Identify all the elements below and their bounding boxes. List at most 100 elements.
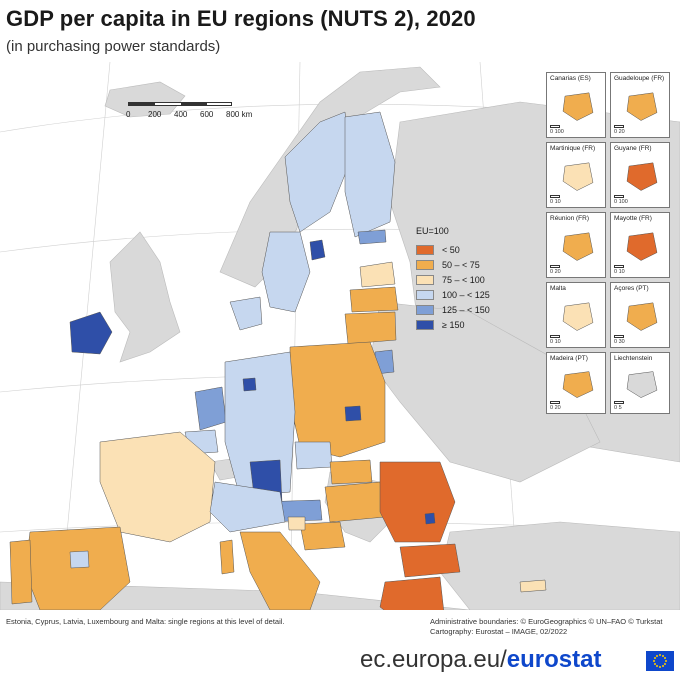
- inset-scale: 0 5: [614, 401, 624, 411]
- inset-shape: [626, 162, 658, 191]
- region-poland: [289, 341, 386, 458]
- flag-star-icon: [659, 666, 661, 668]
- region-hamburg: [242, 377, 257, 392]
- inset-scale-label: 0 10: [550, 339, 561, 345]
- iceland: [104, 81, 186, 118]
- legend-rows: < 50 50 – < 75 75 – < 100 100 – < 125 125 – …: [416, 242, 536, 332]
- note-cartography: Cartography: Eurostat – IMAGE, 02/2022: [430, 627, 568, 636]
- inset-label: Guadeloupe (FR): [614, 75, 665, 82]
- eurostat-link[interactable]: ec.europa.eu/eurostat: [360, 646, 601, 674]
- region-lithuania: [344, 311, 397, 345]
- flag-star-icon: [653, 657, 656, 659]
- region-romania: [379, 461, 456, 543]
- legend-swatch: [416, 259, 434, 270]
- legend-title: EU=100: [416, 226, 449, 236]
- region-bucharest: [424, 512, 436, 525]
- inset-shape: [626, 92, 658, 121]
- inset-scale-label: 0 30: [614, 339, 625, 345]
- region-italy-north: [209, 481, 286, 533]
- flag-star-icon: [664, 663, 667, 665]
- flag-star-icon: [656, 654, 658, 657]
- map-title: GDP per capita in EU regions (NUTS 2), 2…: [6, 6, 476, 31]
- inset-label: Malta: [550, 285, 566, 292]
- scale-tick-0: 0: [126, 110, 131, 119]
- region-finland: [344, 111, 396, 238]
- region-slovenia: [287, 516, 306, 531]
- inset-scale-label: 0 100: [614, 199, 628, 205]
- inset-scale: 0 100: [550, 125, 564, 135]
- scale-bar-graphic: [128, 102, 232, 106]
- inset-label: Açores (PT): [614, 285, 649, 292]
- region-warsaw: [344, 405, 362, 422]
- region-latvia: [349, 286, 399, 313]
- legend-item: ≥ 150: [416, 317, 536, 332]
- note-boundaries: Administrative boundaries: © EuroGeograp…: [430, 617, 663, 626]
- region-croatia: [299, 521, 346, 551]
- legend-item: 100 – < 125: [416, 287, 536, 302]
- map-subtitle: (in purchasing power standards): [6, 38, 221, 55]
- flag-star-icon: [664, 657, 667, 659]
- inset-shape: [562, 232, 594, 261]
- inset-scale: 0 30: [614, 335, 625, 345]
- region-madrid: [69, 550, 90, 569]
- inset-map: Mayotte (FR) 0 10: [610, 212, 670, 278]
- region-greece: [379, 576, 444, 610]
- turkey: [439, 521, 680, 610]
- scale-tick-800: 800 km: [226, 110, 253, 119]
- flag-star-icon: [653, 663, 656, 665]
- note-attribution: Administrative boundaries: © EuroGeograp…: [430, 617, 663, 637]
- legend-swatch: [416, 289, 434, 300]
- inset-shape: [562, 162, 594, 191]
- inset-scale-label: 0 5: [614, 405, 622, 411]
- legend-label: 50 – < 75: [442, 259, 480, 270]
- region-cyprus: [519, 579, 547, 593]
- flag-star-icon: [665, 660, 667, 662]
- inset-label: Madeira (PT): [550, 355, 588, 362]
- united-kingdom: [109, 231, 181, 363]
- scale-bar: 0 200 400 600 800 km: [126, 102, 252, 122]
- inset-label: Liechtenstein: [614, 355, 653, 362]
- region-netherlands: [194, 386, 227, 431]
- region-sardinia: [219, 539, 235, 575]
- map-legend: EU=100 < 50 50 – < 75 75 – < 100 100 – < 12…: [416, 226, 536, 332]
- inset-shape: [626, 302, 658, 331]
- inset-scale: 0 100: [614, 195, 628, 205]
- scale-tick-400: 400: [174, 110, 188, 119]
- region-hungary: [324, 481, 386, 523]
- inset-scale-label: 0 10: [614, 269, 625, 275]
- region-italy-south: [239, 531, 321, 610]
- inset-scale-label: 0 20: [550, 269, 561, 275]
- inset-map: Canarias (ES) 0 100: [546, 72, 606, 138]
- region-estonia: [359, 261, 396, 288]
- inset-shape: [562, 302, 594, 331]
- inset-map: Açores (PT) 0 30: [610, 282, 670, 348]
- legend-swatch: [416, 304, 434, 315]
- inset-map: Réunion (FR) 0 20: [546, 212, 606, 278]
- eurostat-link-prefix: ec.europa.eu/: [360, 646, 507, 673]
- region-portugal: [9, 539, 33, 605]
- scale-tick-200: 200: [148, 110, 162, 119]
- inset-shape: [626, 371, 658, 398]
- legend-label: 75 – < 100: [442, 274, 485, 285]
- inset-shape: [626, 232, 658, 261]
- inset-scale-label: 0 20: [614, 129, 625, 135]
- legend-label: < 50: [442, 244, 460, 255]
- inset-map: Liechtenstein 0 5: [610, 352, 670, 414]
- inset-map: Madeira (PT) 0 20: [546, 352, 606, 414]
- region-sweden-north: [284, 111, 351, 233]
- inset-scale: 0 20: [550, 265, 561, 275]
- legend-item: 50 – < 75: [416, 257, 536, 272]
- flag-star-icon: [659, 654, 661, 656]
- inset-map: Guyane (FR) 0 100: [610, 142, 670, 208]
- europe-map-svg: [0, 62, 680, 610]
- inset-scale: 0 20: [614, 125, 625, 135]
- inset-label: Réunion (FR): [550, 215, 590, 222]
- inset-label: Canarias (ES): [550, 75, 591, 82]
- inset-scale: 0 10: [614, 265, 625, 275]
- region-ireland: [69, 311, 113, 355]
- region-denmark: [229, 296, 263, 331]
- region-slovakia: [329, 459, 373, 485]
- region-france: [99, 431, 216, 543]
- legend-label: 100 – < 125: [442, 289, 490, 300]
- inset-shape: [562, 371, 594, 398]
